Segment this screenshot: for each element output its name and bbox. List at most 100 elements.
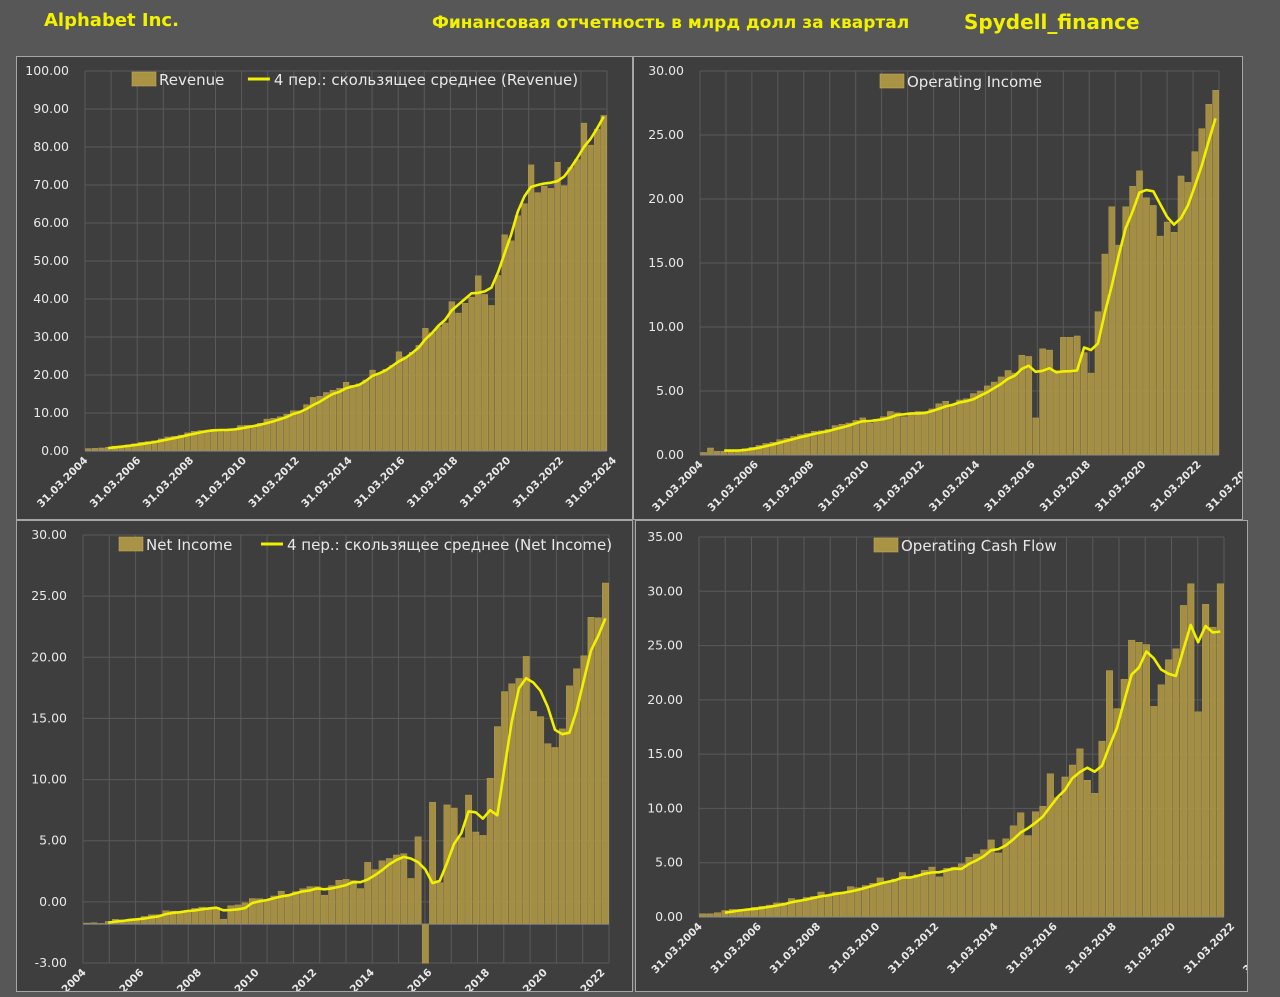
x-tick-label: 31.03.2020 <box>458 455 513 510</box>
bar <box>515 678 523 925</box>
bar <box>1113 708 1121 918</box>
bar <box>475 275 482 452</box>
bar <box>977 390 984 456</box>
bar <box>972 853 980 918</box>
bar <box>1039 348 1046 456</box>
x-tick-label: 31.03.2010 <box>194 455 249 510</box>
x-tick-label: 31.03.2012 <box>872 459 927 514</box>
bar <box>224 429 231 452</box>
bar <box>1142 644 1150 918</box>
y-tick-label: 0.00 <box>39 894 67 909</box>
source-label: Spydell_finance <box>964 10 1140 34</box>
bar <box>914 411 922 456</box>
moving-average-line <box>724 623 1221 914</box>
bar <box>1091 793 1099 918</box>
legend-revenue: Revenue <box>159 71 224 89</box>
chart-svg: 0.00 5.00 10.00 15.00 20.00 25.00 30.00 35.00 31… <box>647 529 1247 976</box>
y-tick-label: 0.00 <box>41 443 69 458</box>
bar <box>832 891 840 918</box>
bar <box>602 582 609 925</box>
bar <box>448 301 455 452</box>
x-tick-label: 31.03.2004 <box>650 459 705 514</box>
bar <box>995 852 1003 918</box>
bar <box>1198 128 1206 456</box>
y-tick-label: 30.00 <box>647 583 683 598</box>
bar <box>825 895 832 918</box>
x-tick-label: 31.03.2014 <box>927 459 982 514</box>
bar <box>935 876 943 918</box>
bar <box>1205 104 1212 456</box>
bar <box>1039 806 1047 918</box>
bar <box>342 382 350 452</box>
bar <box>861 885 869 918</box>
y-tick-label: 25.00 <box>648 127 684 142</box>
bar <box>421 923 429 964</box>
bar <box>1080 352 1088 456</box>
report-title: Финансовая отчетность в млрд долл за ква… <box>432 13 910 33</box>
bar <box>1087 372 1095 456</box>
bar <box>457 837 465 925</box>
bar <box>984 385 991 456</box>
bar <box>1032 811 1040 918</box>
bar <box>1017 812 1025 918</box>
bar <box>321 894 328 925</box>
bar <box>243 424 251 452</box>
bar <box>369 369 376 452</box>
bar <box>551 747 559 925</box>
x-tick-label: 31.03.2014 <box>321 967 376 991</box>
bar <box>414 836 422 925</box>
bar <box>824 429 832 456</box>
bar <box>429 801 436 925</box>
bar <box>514 215 522 452</box>
bar <box>316 396 323 452</box>
operating-cash-flow-chart-panel: 0.00 5.00 10.00 15.00 20.00 25.00 30.00 35.00 31… <box>635 520 1248 992</box>
bar <box>328 885 336 925</box>
bar <box>250 424 257 452</box>
bar <box>600 115 607 452</box>
bar <box>839 891 847 918</box>
bar <box>1046 349 1053 456</box>
bar <box>921 870 929 918</box>
bar <box>1170 232 1178 456</box>
bar <box>508 240 515 452</box>
bar <box>1129 185 1136 456</box>
bar <box>1163 221 1171 456</box>
bar <box>1105 670 1113 918</box>
bar <box>1122 206 1129 456</box>
bar <box>303 404 310 452</box>
bar <box>176 911 184 925</box>
bar <box>1194 711 1202 918</box>
bar <box>522 656 530 925</box>
operating-income-chart-panel: 0.00 5.00 10.00 15.00 20.00 25.00 30.00 31.03.2… <box>633 56 1243 520</box>
y-tick-label: 100.00 <box>25 63 69 78</box>
bar <box>468 296 475 452</box>
bar <box>494 275 502 452</box>
bar <box>1024 835 1032 918</box>
y-tick-label: 60.00 <box>33 215 69 230</box>
x-tick-label: 31.03.2022 <box>1182 921 1237 976</box>
bar <box>554 161 561 452</box>
bar <box>541 185 548 452</box>
bar <box>567 167 574 452</box>
legend-operating-cash-flow: Operating Cash Flow <box>901 537 1057 555</box>
bar <box>1061 776 1069 918</box>
bar <box>561 185 568 452</box>
bar <box>980 849 988 918</box>
y-tick-label: 0.00 <box>656 447 684 462</box>
y-tick-label: 90.00 <box>33 101 69 116</box>
y-tick-label: 5.00 <box>656 383 684 398</box>
bar <box>891 878 899 918</box>
bar <box>217 429 224 452</box>
bar <box>313 886 321 925</box>
bar <box>594 617 602 925</box>
bar <box>894 412 901 456</box>
y-tick-label: 30.00 <box>31 527 67 542</box>
bar <box>276 416 284 452</box>
bar <box>921 411 929 456</box>
bar <box>382 369 389 452</box>
bar <box>270 895 278 925</box>
x-tick-label: 31.03.2010 <box>827 921 882 976</box>
y-tick-label: 15.00 <box>648 255 684 270</box>
bar <box>900 416 908 456</box>
bar <box>1150 706 1158 918</box>
